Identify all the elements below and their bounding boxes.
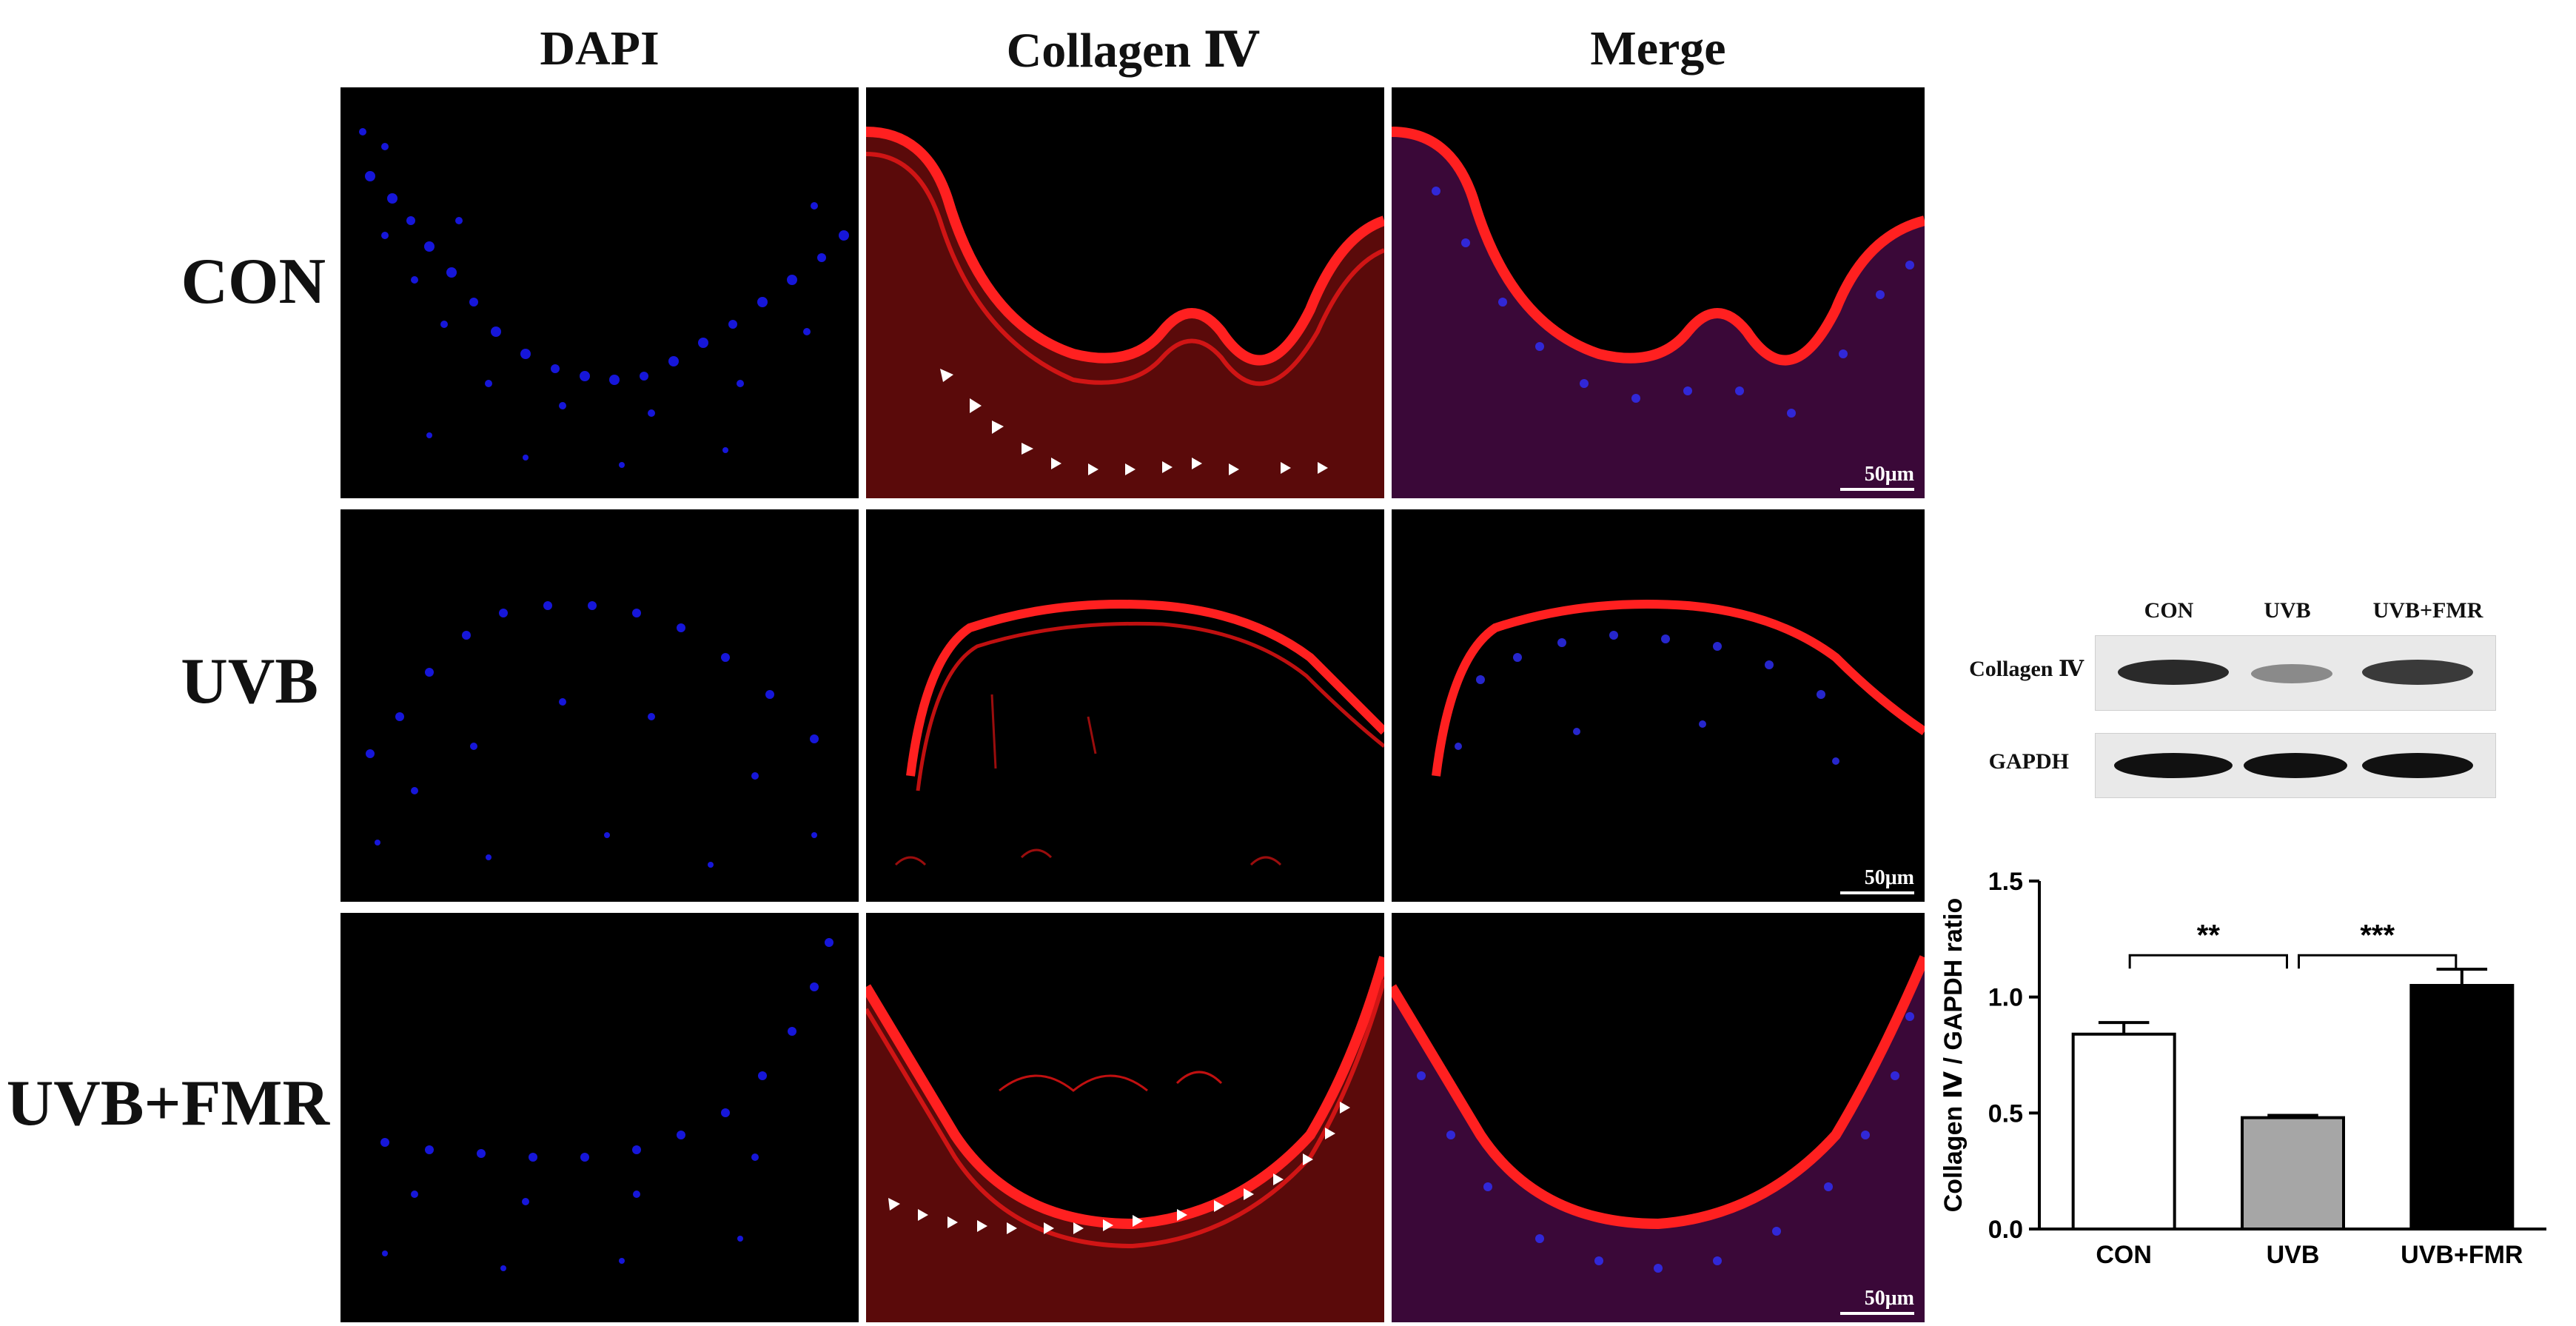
dapi-nuclei-image xyxy=(380,938,833,1271)
significance-label: ** xyxy=(2197,919,2221,951)
bar xyxy=(2071,1032,2176,1231)
panel-uvb-collagen xyxy=(866,509,1384,902)
panel-uvb-merge: 50μm xyxy=(1392,509,1925,902)
y-tick-label: 1.5 xyxy=(1988,868,2023,896)
merge-image xyxy=(1392,127,1925,498)
y-tick-label: 0.5 xyxy=(1988,1099,2023,1128)
bar-chart: 0.0 0.5 1.0 1.5 Collagen Ⅳ / GAPDH ratio CON U… xyxy=(1939,868,2546,1269)
column-header-merge: Merge xyxy=(1590,21,1726,76)
nuclei-cluster xyxy=(359,128,849,468)
column-header-dapi: DAPI xyxy=(540,21,660,76)
x-tick-label: CON xyxy=(2096,1241,2152,1269)
significance-bracket xyxy=(2128,954,2288,969)
y-tick-label: 1.0 xyxy=(1988,984,2023,1012)
blot-collagen xyxy=(2095,635,2496,711)
band-uvb-gapdh xyxy=(2244,753,2347,778)
significance-bracket xyxy=(2298,954,2458,969)
panel-uvb-fmr-dapi xyxy=(341,913,859,1322)
blot-lane-label-uvb: UVB xyxy=(2264,598,2311,623)
merge-image xyxy=(1392,955,1925,1322)
panel-uvb-dapi xyxy=(341,509,859,902)
band-con-collagen xyxy=(2118,660,2229,685)
collagen-stain-image xyxy=(866,956,1384,1322)
collagen-stain-image xyxy=(894,600,1384,866)
row-header-uvb-fmr: UVB+FMR xyxy=(6,1068,329,1139)
arrowhead-markers xyxy=(888,1102,1350,1234)
scale-bar: 50μm xyxy=(1840,463,1914,491)
bar xyxy=(2241,1116,2345,1230)
row-header-con: CON xyxy=(181,246,326,318)
blot-row-label-gapdh: GAPDH xyxy=(1988,749,2069,774)
panel-uvb-fmr-collagen xyxy=(866,913,1384,1322)
x-tick-label: UVB xyxy=(2267,1241,2320,1269)
panel-con-collagen xyxy=(866,87,1384,498)
dapi-nuclei-image xyxy=(359,128,849,468)
blot-gapdh xyxy=(2095,733,2496,798)
band-uvb-collagen xyxy=(2251,664,2332,683)
y-tick-label: 0.0 xyxy=(1988,1216,2023,1244)
collagen-stain-image xyxy=(866,127,1384,498)
panel-con-merge: 50μm xyxy=(1392,87,1925,498)
band-uvb-fmr-gapdh xyxy=(2362,753,2473,778)
blot-lane-label-con: CON xyxy=(2144,598,2194,623)
scale-bar: 50μm xyxy=(1840,866,1914,894)
scale-bar: 50μm xyxy=(1840,1287,1914,1315)
blot-row-label-collagen: Collagen Ⅳ xyxy=(1969,657,2084,681)
column-header-collagen: Collagen Ⅳ xyxy=(1006,24,1259,78)
panel-con-dapi xyxy=(341,87,859,498)
bar xyxy=(2409,984,2515,1230)
significance-label: *** xyxy=(2360,919,2395,951)
band-con-gapdh xyxy=(2114,753,2233,778)
merge-image xyxy=(1432,600,1925,777)
arrowhead-markers xyxy=(940,369,1328,475)
x-tick-label: UVB+FMR xyxy=(2401,1241,2523,1269)
band-uvb-fmr-collagen xyxy=(2362,660,2473,685)
y-axis-label: Collagen Ⅳ / GAPDH ratio xyxy=(1939,898,1968,1213)
row-header-uvb: UVB xyxy=(181,646,318,717)
panel-uvb-fmr-merge: 50μm xyxy=(1392,913,1925,1322)
blot-lane-label-uvb-fmr: UVB+FMR xyxy=(2372,598,2483,623)
dapi-nuclei-image xyxy=(366,601,819,868)
